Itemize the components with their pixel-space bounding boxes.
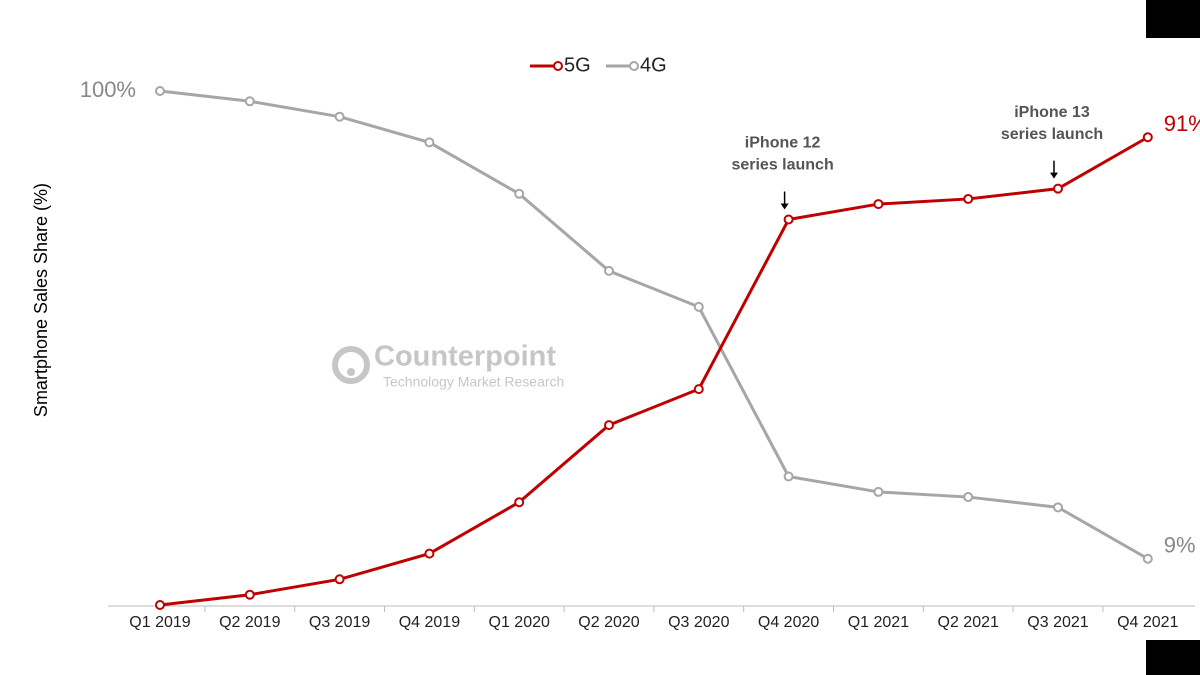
legend-marker [629, 61, 639, 71]
data-point [514, 497, 525, 508]
annotation: series launch [731, 157, 833, 174]
data-point [783, 214, 794, 225]
x-tick-label: Q4 2020 [758, 614, 819, 631]
data-point [604, 265, 614, 276]
annotation-arrowhead [780, 203, 789, 210]
x-tick-label: Q2 2019 [219, 614, 280, 631]
value-label: 91% [1164, 111, 1200, 136]
legend-marker [553, 61, 563, 71]
watermark-subtitle: Technology Market Research [383, 374, 564, 390]
data-point [514, 188, 525, 199]
data-point [693, 301, 704, 312]
data-point [1053, 183, 1063, 194]
data-point [693, 384, 704, 395]
data-point [873, 486, 884, 497]
data-point [424, 137, 435, 148]
y-axis-label: Smartphone Sales Share (%) [31, 183, 51, 417]
value-label: 9% [1164, 533, 1196, 558]
data-point [155, 86, 165, 96]
legend-label: 5G [564, 54, 591, 76]
data-point [873, 199, 884, 210]
x-tick-label: Q3 2019 [309, 614, 370, 631]
x-tick-label: Q1 2019 [129, 614, 190, 631]
x-tick-label: Q3 2020 [668, 614, 729, 631]
data-point [1142, 132, 1153, 143]
data-point [963, 492, 974, 503]
data-point [963, 193, 974, 204]
x-tick-label: Q1 2020 [489, 614, 550, 631]
data-point [783, 471, 794, 482]
annotation-arrowhead [1050, 172, 1058, 179]
data-point [334, 111, 345, 122]
x-tick-label: Q3 2021 [1027, 614, 1088, 631]
data-point [244, 589, 255, 600]
corner-block [1146, 640, 1200, 675]
annotation: iPhone 12 [745, 135, 821, 152]
watermark: Counterpoint Technology Market Research [332, 341, 564, 390]
data-point [244, 96, 255, 107]
watermark-title: Counterpoint [374, 341, 556, 373]
data-point [334, 574, 345, 585]
data-point [424, 548, 435, 559]
legend: 5G 4G [530, 54, 667, 76]
annotation: series launch [1001, 126, 1103, 143]
x-tick-label: Q2 2021 [938, 614, 999, 631]
data-point [1142, 553, 1153, 564]
value-label: 100% [80, 77, 136, 102]
x-tick-label: Q4 2021 [1117, 614, 1178, 631]
series-line [159, 135, 1149, 607]
data-point [1053, 502, 1063, 513]
watermark-logo [332, 346, 370, 384]
data-point [155, 600, 165, 610]
series-line [159, 89, 1149, 561]
legend-label: 4G [640, 54, 667, 76]
watermark-logo [347, 368, 355, 376]
x-tick-label: Q2 2020 [578, 614, 639, 631]
data-point [604, 420, 614, 431]
x-tick-label: Q1 2021 [848, 614, 909, 631]
x-tick-label: Q4 2019 [399, 614, 460, 631]
corner-block [1146, 0, 1200, 38]
annotation: iPhone 13 [1014, 104, 1090, 121]
